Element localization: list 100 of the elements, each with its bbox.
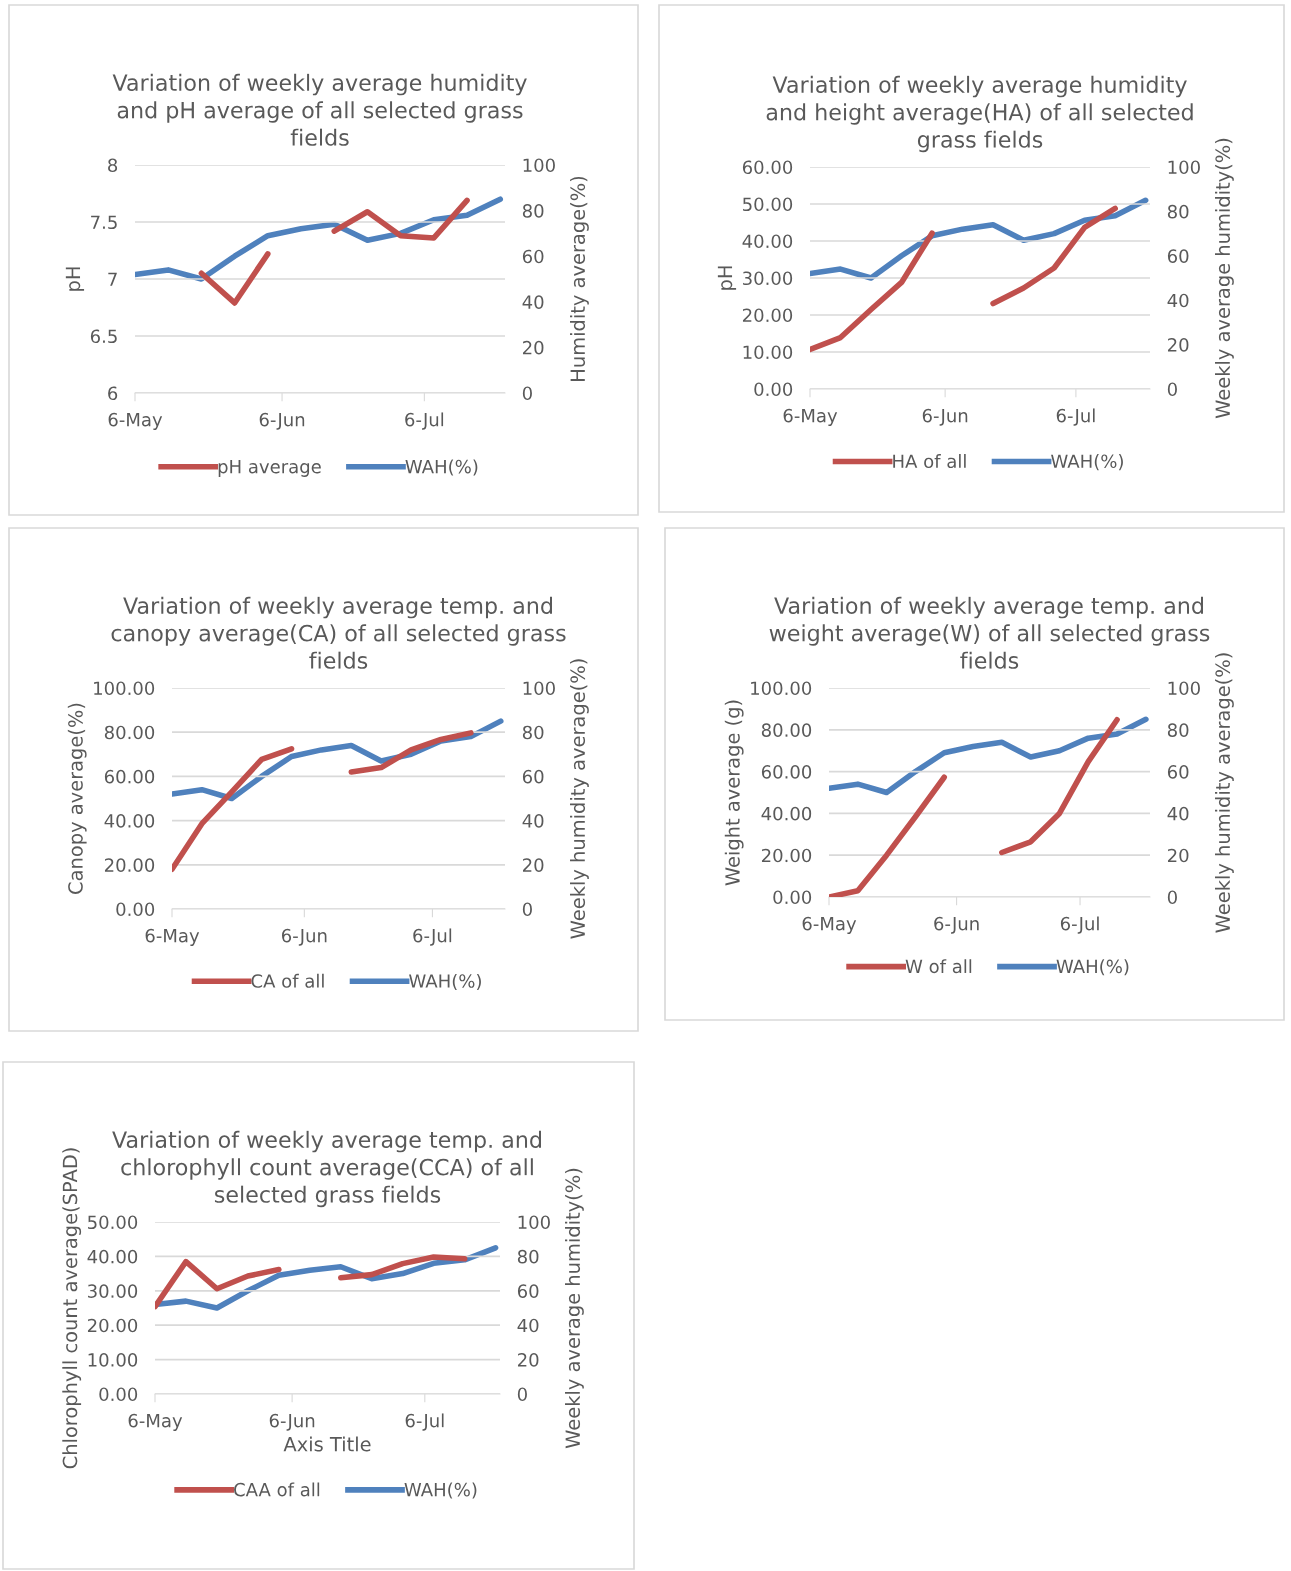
y-tick-label: 40.00 (742, 234, 793, 249)
legend-label: W of all (905, 959, 972, 974)
x-tick-label: 6-May (128, 1413, 183, 1431)
y-tick-label: 7 (108, 272, 117, 286)
x-tick-label: 6-May (145, 928, 200, 946)
x-tick-label: 6-Jul (405, 1413, 444, 1431)
y2-tick-label: 20 (522, 340, 544, 355)
legend-label: WAH(%) (1056, 959, 1129, 976)
y2-tick-label: 60 (517, 1284, 539, 1298)
y-tick-label: 60.00 (104, 769, 155, 784)
y2-tick-label: 0 (1167, 382, 1177, 397)
y-tick-label: 0.00 (773, 890, 812, 905)
y-tick-label: 0.00 (99, 1387, 138, 1402)
y-tick-label: 6.5 (90, 329, 117, 344)
y-tick-label: 80.00 (761, 723, 812, 737)
x-tick-label: 6-Jun (934, 916, 979, 934)
y2-tick-label: 100 (1168, 160, 1200, 175)
y-tick-label: 20.00 (104, 858, 155, 872)
y2-axis-title: Humidity average(%) (570, 176, 589, 381)
y-tick-label: 7.5 (91, 215, 117, 230)
y-tick-label: 50.00 (743, 197, 793, 212)
y-tick-label: 80.00 (104, 725, 155, 740)
x-tick-label: 6-Jun (922, 408, 968, 426)
y-tick-label: 30.00 (743, 271, 793, 286)
y2-axis-title: Weekly humidity average(%) (1215, 653, 1234, 933)
y-tick-label: 100.00 (94, 681, 155, 696)
x-tick-label: 6-May (802, 916, 857, 934)
y2-tick-label: 20 (1167, 848, 1189, 863)
y-tick-label: 8 (108, 158, 118, 173)
y2-axis-title: Weekly average humidity(%) (1215, 138, 1234, 419)
legend-label: pH average (218, 459, 321, 477)
chart-title: Variation of weekly average humidity and height average(HA) of all selected grass fields (766, 75, 1193, 153)
y2-tick-label: 80 (522, 725, 544, 740)
y-tick-label: 40.00 (104, 814, 155, 828)
x-tick-label: 6-May (783, 408, 838, 426)
y2-tick-label: 60 (522, 249, 544, 264)
legend-label: WAH(%) (1051, 454, 1123, 471)
y2-tick-label: 20 (1167, 338, 1189, 352)
y-axis-title: pH (717, 266, 737, 290)
y-tick-label: 40.00 (87, 1249, 138, 1264)
x-tick-label: 6-Jun (269, 1413, 315, 1431)
y2-tick-label: 60 (522, 769, 544, 784)
y-tick-label: 10.00 (743, 345, 793, 360)
x-tick-label: 6-Jul (1056, 408, 1095, 426)
chart-title: Variation of weekly average temp. and weight average(W) of all selected grass fields (769, 596, 1210, 669)
y2-tick-label: 80 (522, 204, 544, 218)
legend-label: WAH(%) (405, 459, 478, 476)
y2-tick-label: 60 (1167, 249, 1189, 263)
y-tick-label: 100.00 (751, 681, 812, 696)
x-tick-label: 6-May (108, 412, 163, 430)
x-axis-title: Axis Title (283, 1436, 371, 1452)
y-axis-title: Chlorophyll count average(SPAD) (62, 1148, 82, 1469)
y-tick-label: 60.00 (761, 765, 812, 779)
y2-tick-label: 20 (517, 1353, 539, 1367)
y2-tick-label: 100 (518, 1215, 550, 1230)
y-tick-label: 10.00 (88, 1353, 138, 1367)
y2-tick-label: 100 (1168, 681, 1200, 696)
chart-title: Variation of weekly average humidity and pH average of all selected grass fields (112, 73, 527, 146)
y2-tick-label: 100 (523, 158, 555, 173)
y-axis-title: Canopy average(%) (67, 703, 87, 894)
y-tick-label: 60.00 (742, 160, 793, 175)
legend-label: HA of all (893, 454, 966, 469)
y-tick-label: 6 (108, 386, 118, 401)
y2-tick-label: 80 (517, 1249, 539, 1264)
y2-tick-label: 60 (1167, 765, 1189, 779)
x-tick-label: 6-Jul (413, 928, 452, 946)
y-tick-label: 20.00 (87, 1318, 138, 1333)
legend-label: CA of all (251, 973, 324, 988)
y2-tick-label: 40 (522, 295, 544, 309)
y2-axis-title: Weekly average humidity(%) (565, 1168, 584, 1449)
y-axis-title: Weight average (g) (724, 700, 744, 886)
x-tick-label: 6-Jul (405, 412, 444, 430)
y2-tick-label: 80 (1167, 204, 1189, 219)
y-tick-label: 30.00 (88, 1284, 138, 1298)
y2-tick-label: 0 (1167, 890, 1177, 905)
y-tick-label: 0.00 (116, 902, 155, 917)
x-tick-label: 6-Jun (281, 928, 327, 946)
x-tick-label: 6-Jul (1060, 916, 1099, 934)
y2-tick-label: 0 (517, 1387, 527, 1402)
chart-title: Variation of weekly average temp. and canopy average(CA) of all selected grass fields (111, 596, 566, 669)
y-tick-label: 50.00 (88, 1215, 138, 1230)
y2-tick-label: 20 (522, 858, 544, 872)
y-tick-label: 40.00 (761, 806, 812, 821)
y2-axis-title: Weekly humidity average(%) (570, 659, 589, 939)
y2-tick-label: 40 (1167, 293, 1189, 308)
y2-tick-label: 40 (522, 814, 544, 828)
chart-title: Variation of weekly average temp. and chlorophyll count average(CCA) of all selected grass fields (112, 1130, 541, 1208)
y2-tick-label: 40 (1167, 806, 1189, 821)
y-tick-label: 20.00 (761, 848, 812, 863)
legend-label: WAH(%) (409, 973, 481, 990)
y2-tick-label: 80 (1167, 723, 1189, 737)
y2-tick-label: 40 (517, 1318, 539, 1333)
legend-label: WAH(%) (404, 1482, 477, 1499)
y-tick-label: 20.00 (742, 308, 793, 323)
y-tick-label: 0.00 (754, 382, 793, 397)
x-tick-label: 6-Jun (259, 412, 305, 430)
y2-tick-label: 0 (522, 386, 532, 401)
y2-tick-label: 100 (523, 681, 555, 696)
y-axis-title: pH (65, 267, 85, 291)
legend-label: CAA of all (234, 1482, 320, 1497)
